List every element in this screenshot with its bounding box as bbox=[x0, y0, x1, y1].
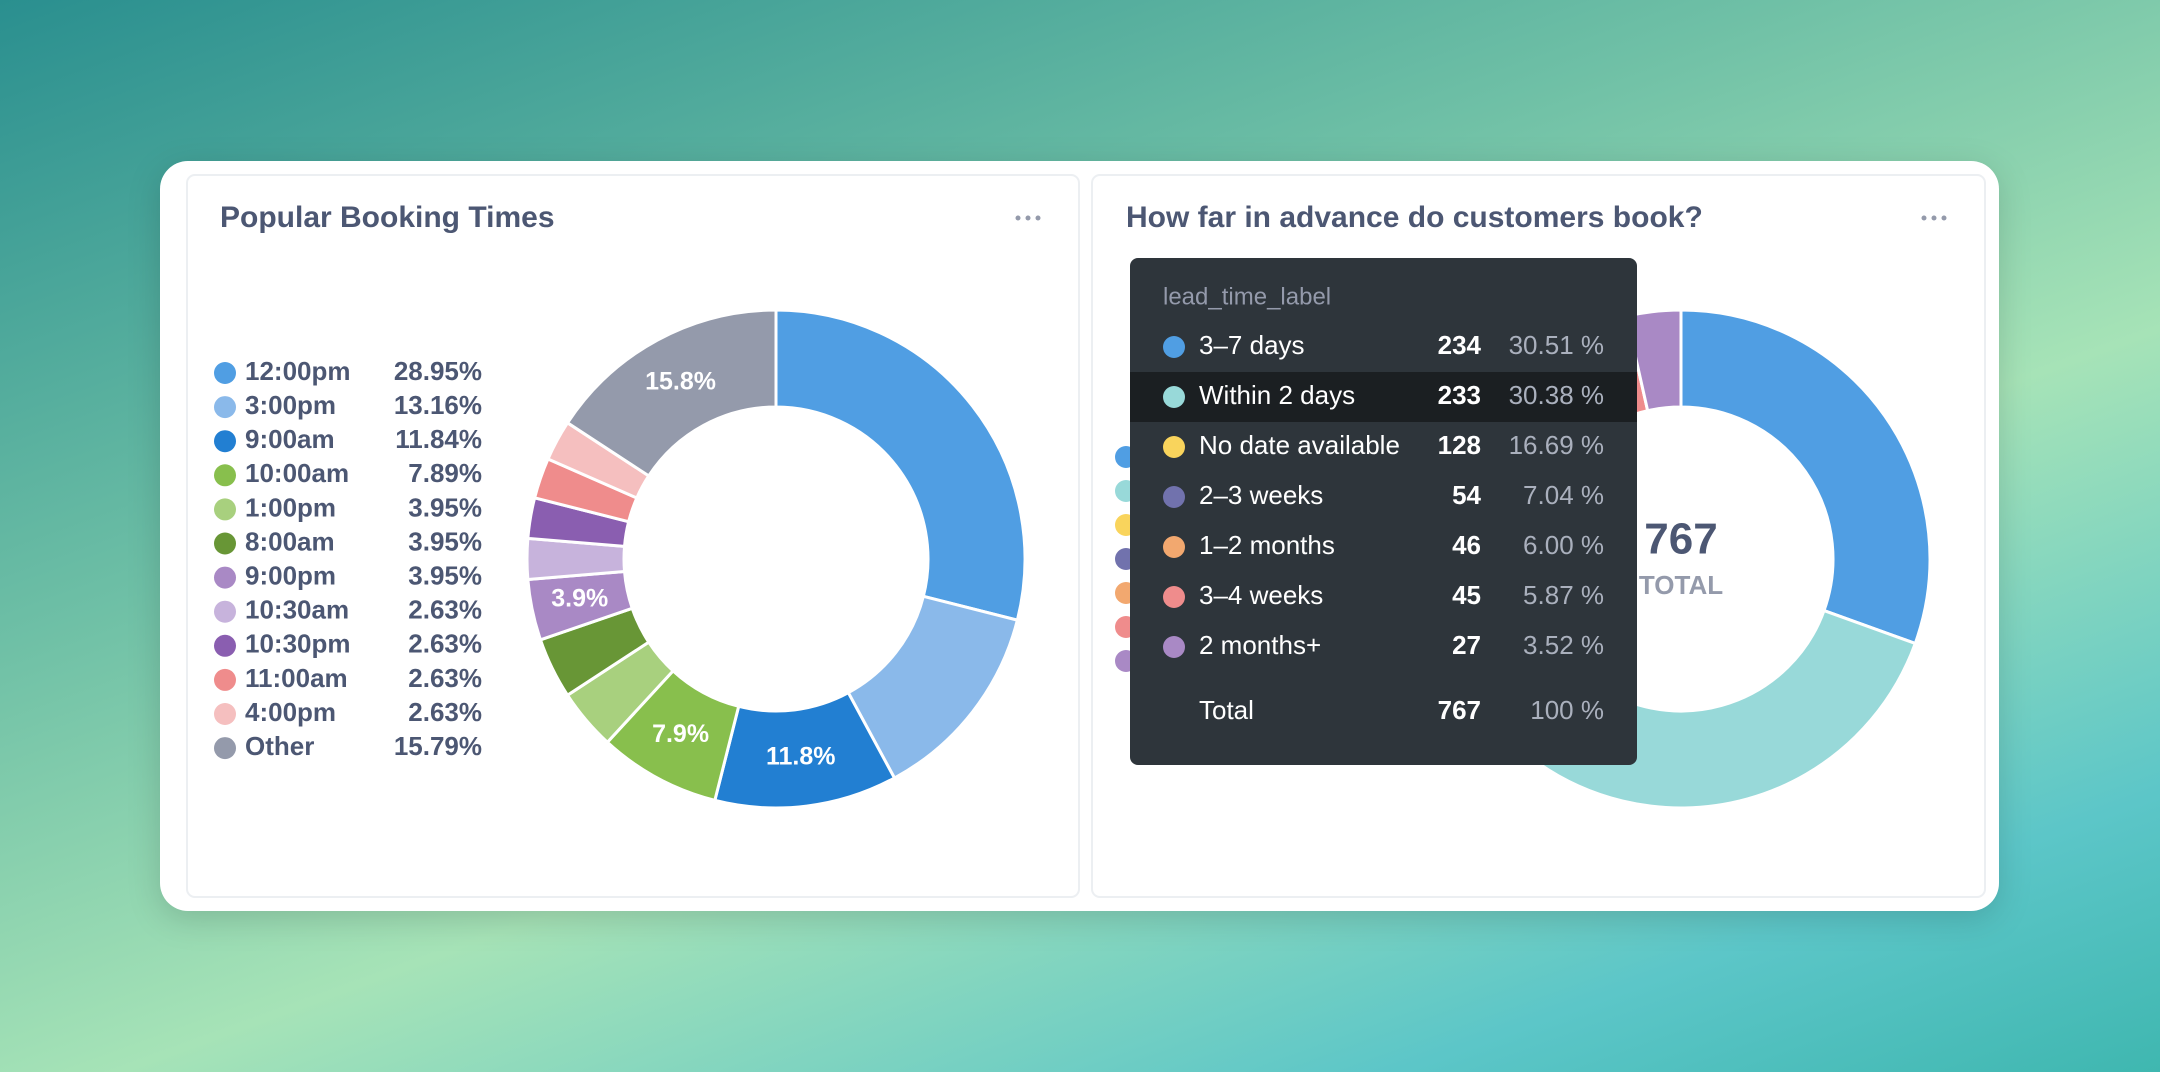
legend-dot bbox=[214, 566, 236, 589]
legend-label: 12:00pm bbox=[245, 356, 351, 386]
legend-label: Other bbox=[245, 731, 314, 761]
legend-dot bbox=[214, 498, 236, 521]
legend-dot bbox=[214, 464, 236, 487]
legend-label: 9:00pm bbox=[245, 560, 336, 590]
center-value: 767 bbox=[1644, 515, 1717, 564]
tooltip-label: 1–2 months bbox=[1199, 530, 1335, 560]
legend-label: 8:00am bbox=[245, 526, 335, 556]
tooltip-count: 233 bbox=[1438, 380, 1481, 410]
menu-button[interactable] bbox=[1015, 215, 1041, 221]
tooltip-total-label: Total bbox=[1199, 695, 1254, 725]
tooltip-percent: 16.69 % bbox=[1509, 430, 1604, 460]
tooltip-percent: 5.87 % bbox=[1523, 580, 1604, 610]
tooltip-percent: 30.38 % bbox=[1509, 380, 1604, 410]
tooltip-highlight bbox=[1130, 372, 1637, 422]
legend-value: 28.95% bbox=[394, 356, 482, 386]
center-label: TOTAL bbox=[1639, 570, 1723, 600]
tooltip-count: 128 bbox=[1438, 430, 1481, 460]
legend-dot bbox=[214, 737, 236, 760]
legend-label: 9:00am bbox=[245, 424, 335, 454]
legend-label: 3:00pm bbox=[245, 390, 336, 420]
tooltip-total: 767 bbox=[1438, 695, 1481, 725]
tooltip-label: 3–7 days bbox=[1199, 330, 1305, 360]
legend-dot bbox=[214, 532, 236, 555]
slice bbox=[774, 308, 1027, 622]
legend-dot bbox=[214, 430, 236, 453]
legend-value: 2.63% bbox=[408, 595, 482, 625]
tooltip-label: 2–3 weeks bbox=[1199, 480, 1323, 510]
legend-dot bbox=[214, 362, 236, 384]
legend-label: 10:00am bbox=[245, 458, 349, 488]
legend-label: 4:00pm bbox=[245, 697, 336, 727]
tooltip-percent: 30.51 % bbox=[1509, 330, 1604, 360]
tooltip-label: 3–4 weeks bbox=[1199, 580, 1323, 610]
tooltip-count: 54 bbox=[1452, 480, 1481, 510]
legend-value: 11.84% bbox=[395, 424, 482, 454]
legend-value: 13.16% bbox=[394, 390, 482, 420]
legend-dot bbox=[214, 600, 236, 623]
tooltip-dot bbox=[1163, 586, 1185, 608]
tooltip-dot bbox=[1163, 536, 1185, 558]
legend-label: 1:00pm bbox=[245, 492, 336, 522]
tooltip-dot bbox=[1163, 336, 1185, 358]
tooltip-dot bbox=[1163, 386, 1185, 408]
tooltip-count: 27 bbox=[1452, 630, 1481, 660]
slice bbox=[1679, 308, 1932, 646]
menu-button[interactable] bbox=[1921, 215, 1947, 221]
slice bbox=[565, 308, 778, 478]
slice-label: 3.9% bbox=[551, 585, 608, 613]
legend-value: 3.95% bbox=[408, 492, 482, 522]
tooltip-dot bbox=[1163, 436, 1185, 458]
tooltip-label: 2 months+ bbox=[1199, 630, 1321, 660]
legend-label: 10:30pm bbox=[245, 629, 351, 659]
tooltip-percent: 7.04 % bbox=[1523, 480, 1604, 510]
tooltip-dot bbox=[1163, 636, 1185, 658]
legend-dot bbox=[214, 396, 236, 419]
legend-value: 2.63% bbox=[408, 663, 482, 693]
tooltip-label: Within 2 days bbox=[1199, 380, 1355, 410]
legend-dot bbox=[214, 668, 236, 691]
tooltip-header: lead_time_label bbox=[1163, 283, 1331, 310]
tooltip-label: No date available bbox=[1199, 430, 1400, 460]
panel-title: Popular Booking Times bbox=[220, 201, 555, 234]
tooltip-total-percent: 100 % bbox=[1530, 695, 1604, 725]
tooltip-percent: 6.00 % bbox=[1523, 530, 1604, 560]
legend-dot bbox=[214, 703, 236, 725]
panel-title: How far in advance do customers book? bbox=[1126, 201, 1703, 234]
tooltip-count: 45 bbox=[1452, 580, 1481, 610]
legend-label: 10:30am bbox=[245, 595, 349, 625]
tooltip-percent: 3.52 % bbox=[1523, 630, 1604, 660]
legend-value: 2.63% bbox=[408, 629, 482, 659]
slice bbox=[1624, 308, 1683, 413]
slice-label: 7.9% bbox=[652, 720, 709, 748]
legend-dot bbox=[214, 634, 236, 657]
tooltip-dot bbox=[1163, 486, 1185, 508]
slice-label: 11.8% bbox=[766, 743, 836, 771]
tooltip-count: 234 bbox=[1438, 330, 1482, 360]
legend-label: 11:00am bbox=[245, 663, 348, 693]
legend-value: 15.79% bbox=[394, 731, 482, 761]
legend-value: 2.63% bbox=[408, 697, 482, 727]
slice-label: 15.8% bbox=[645, 367, 716, 395]
legend-value: 7.89% bbox=[408, 458, 482, 488]
legend-value: 3.95% bbox=[408, 526, 482, 556]
tooltip-count: 46 bbox=[1452, 530, 1481, 560]
legend-value: 3.95% bbox=[408, 560, 482, 590]
